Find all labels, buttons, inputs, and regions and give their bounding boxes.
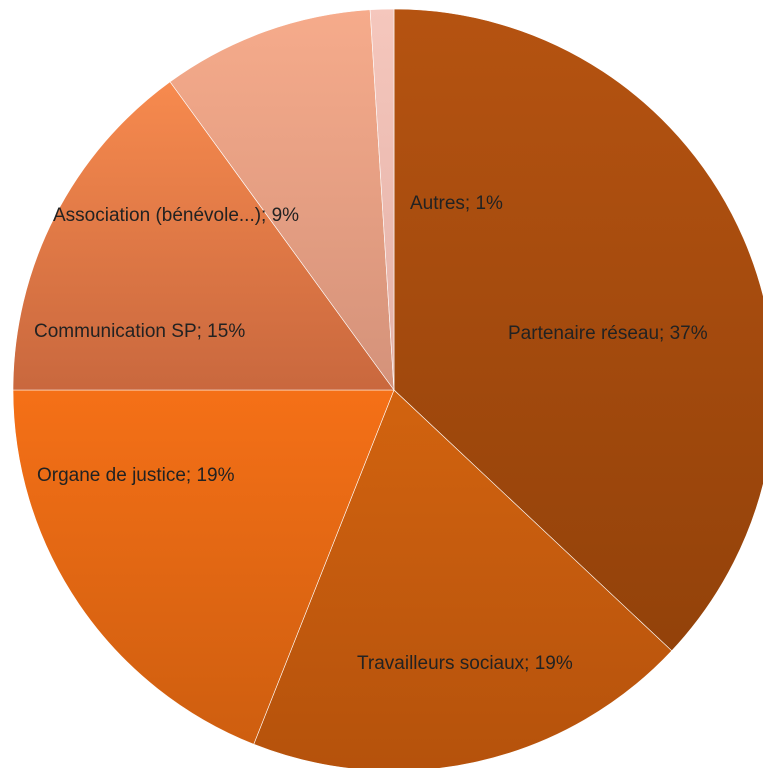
pie-slice-label: Travailleurs sociaux; 19% xyxy=(357,653,573,674)
pie-slice-label: Autres; 1% xyxy=(410,193,503,214)
pie-labels: Partenaire réseau; 37% Travailleurs socia… xyxy=(34,193,708,674)
pie-slice-label: Organe de justice; 19% xyxy=(37,465,235,486)
pie-slice-travailleurs-sociaux xyxy=(253,389,673,768)
pie-slice-association-b-n-vole xyxy=(169,9,395,392)
pie-slice-label: Partenaire réseau; 37% xyxy=(508,323,708,344)
pie-slices xyxy=(12,8,763,768)
pie-slice-organe-de-justice xyxy=(12,389,395,745)
pie-slice-label: Association (bénévole...); 9% xyxy=(53,205,299,226)
pie-slice-communication-sp xyxy=(12,81,395,391)
pie-slice-label: Communication SP; 15% xyxy=(34,321,245,342)
pie-slice-partenaire-r-seau xyxy=(393,8,763,652)
pie-slice-autres xyxy=(369,8,395,391)
